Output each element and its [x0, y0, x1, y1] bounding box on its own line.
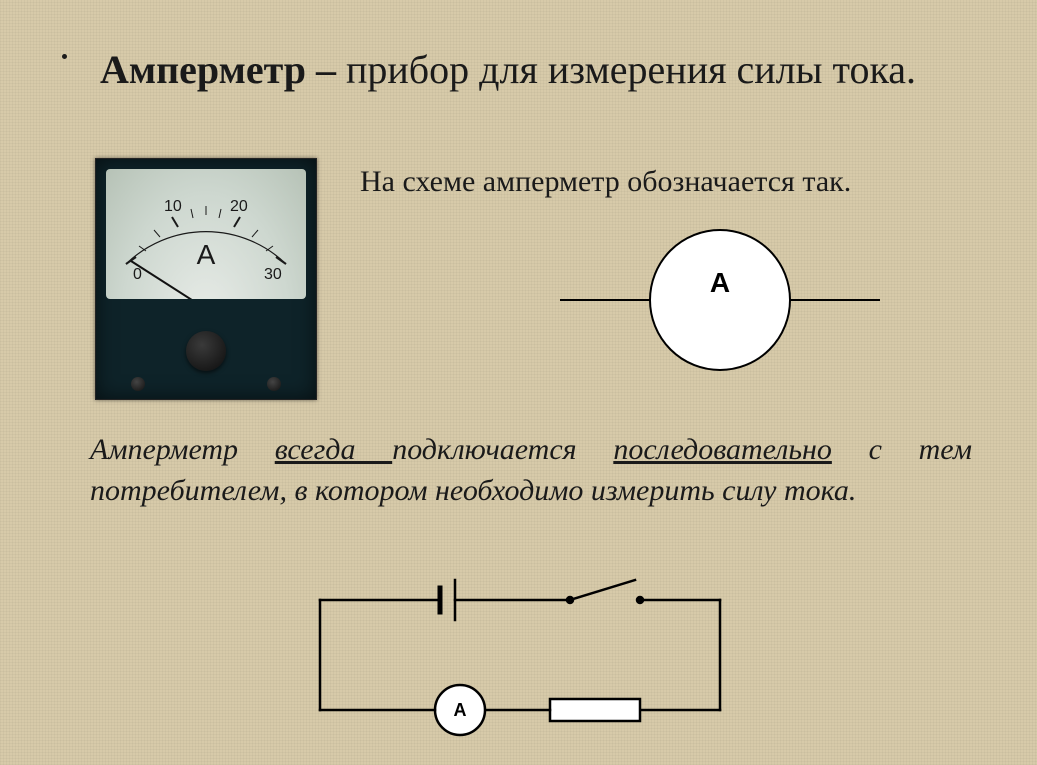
slide-canvas: Амперметр – прибор для измерения силы то… — [0, 0, 1037, 765]
meter-scale-svg: 0 10 20 30 A — [106, 169, 306, 299]
circuit-diagram-svg: A — [280, 570, 760, 750]
body-prefix: Амперметр — [90, 433, 275, 466]
body-underline-2: последовательно — [613, 433, 832, 466]
ammeter-symbol-svg: A — [560, 215, 880, 385]
body-text: Амперметр всегда подключается последоват… — [90, 430, 972, 511]
body-mid: подключается — [392, 433, 613, 466]
meter-body — [96, 304, 316, 399]
meter-face: 0 10 20 30 A — [106, 169, 306, 299]
title-bold: Амперметр – — [100, 47, 336, 92]
ammeter-photo: 0 10 20 30 A — [95, 158, 317, 400]
body-underline-1: всегда — [275, 433, 392, 466]
scale-label-20: 20 — [230, 198, 248, 215]
scale-label-30: 30 — [264, 266, 282, 283]
meter-knob — [186, 331, 226, 371]
title-block: Амперметр – прибор для измерения силы то… — [100, 45, 977, 95]
circuit-ammeter-letter: A — [454, 700, 467, 720]
resistor-symbol — [550, 699, 640, 721]
meter-terminal-left — [131, 377, 145, 391]
schematic-caption: На схеме амперметр обозначается так. — [360, 165, 851, 199]
switch-arm — [570, 580, 635, 600]
meter-unit: A — [197, 239, 216, 270]
meter-terminal-right — [267, 377, 281, 391]
title-rest: прибор для измерения силы тока. — [336, 47, 916, 92]
scale-label-0: 0 — [133, 266, 142, 283]
bullet-marker — [62, 54, 67, 59]
ammeter-symbol-circle — [650, 230, 790, 370]
scale-label-10: 10 — [164, 198, 182, 215]
ammeter-symbol-letter: A — [710, 267, 730, 298]
